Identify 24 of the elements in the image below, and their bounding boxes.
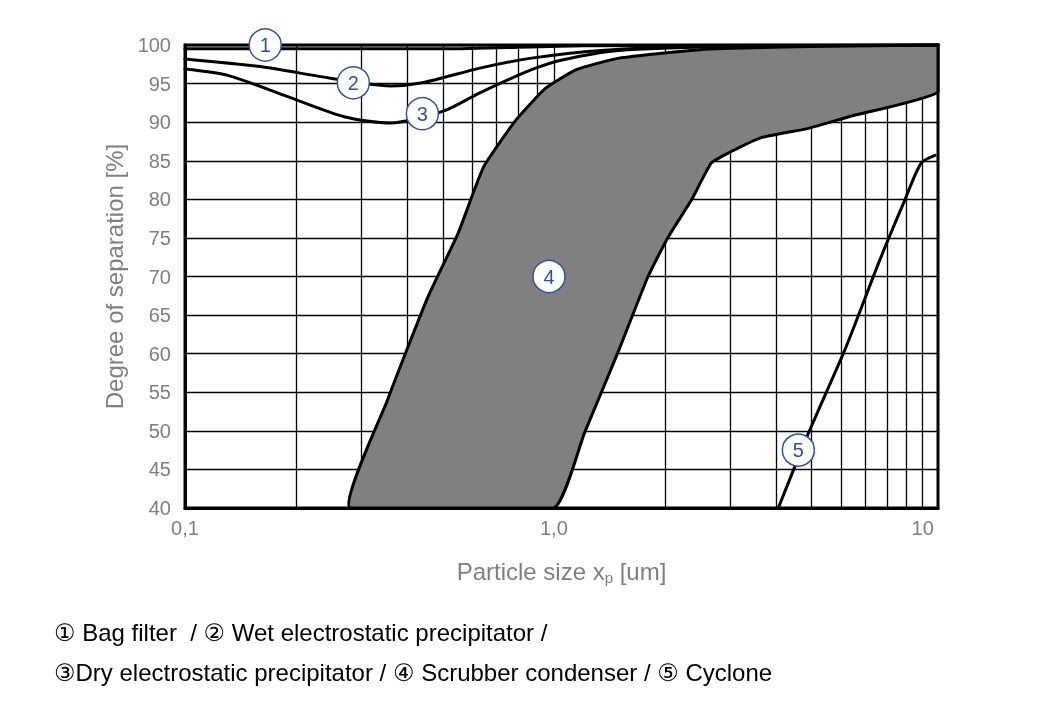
y-tick-label: 90 bbox=[148, 111, 171, 134]
annotation: 1 bbox=[259, 34, 271, 56]
annotation: 2 bbox=[347, 71, 359, 94]
x-tick-label: 0,1 bbox=[171, 517, 199, 539]
annotation: 5 bbox=[792, 439, 804, 462]
annotation: 3 bbox=[416, 102, 428, 125]
y-tick-label: 80 bbox=[148, 188, 171, 211]
y-tick-label: 85 bbox=[148, 149, 171, 172]
text: ① Bag filter / ② Wet electrostatic precipitator / bbox=[54, 618, 548, 646]
y-tick-label: 55 bbox=[148, 381, 171, 404]
y-tick-label: 45 bbox=[148, 458, 171, 481]
y-axis-title: Degree of separation [%] bbox=[101, 143, 129, 410]
text: ③Dry electrostatic precipitator / ④ Scrubber condenser / ⑤ Cyclone bbox=[54, 658, 773, 686]
y-tick-label: 75 bbox=[148, 226, 171, 249]
y-tick-label: 95 bbox=[148, 72, 171, 95]
y-tick-label: 40 bbox=[148, 497, 171, 519]
annotation: 4 bbox=[543, 265, 555, 288]
y-tick-label: 60 bbox=[148, 342, 171, 365]
x-tick-label: 1,0 bbox=[539, 517, 568, 539]
y-tick-label: 70 bbox=[148, 265, 171, 288]
x-tick-label: 10 bbox=[911, 517, 934, 539]
y-tick-label: 50 bbox=[148, 419, 171, 442]
y-tick-label: 100 bbox=[137, 34, 171, 56]
y-tick-label: 65 bbox=[148, 304, 171, 327]
